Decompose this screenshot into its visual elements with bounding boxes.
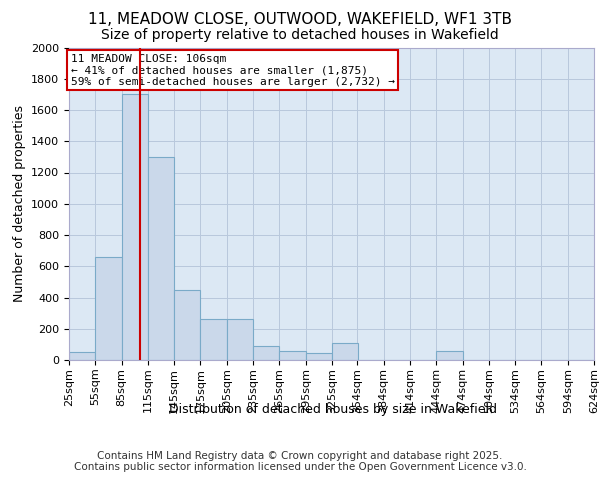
Text: 11, MEADOW CLOSE, OUTWOOD, WAKEFIELD, WF1 3TB: 11, MEADOW CLOSE, OUTWOOD, WAKEFIELD, WF… [88,12,512,28]
Bar [253,346,280,360]
Bar [95,257,122,360]
Bar [200,320,227,360]
Bar [148,157,174,360]
Bar [332,343,358,360]
Text: Distribution of detached houses by size in Wakefield: Distribution of detached houses by size … [169,402,497,415]
Text: Contains HM Land Registry data © Crown copyright and database right 2025.
Contai: Contains HM Land Registry data © Crown c… [74,451,526,472]
Y-axis label: Number of detached properties: Number of detached properties [13,106,26,302]
Bar [174,290,200,360]
Bar [436,352,463,360]
Bar [122,94,148,360]
Bar [69,352,95,360]
Bar [280,352,305,360]
Bar [227,320,253,360]
Text: 11 MEADOW CLOSE: 106sqm
← 41% of detached houses are smaller (1,875)
59% of semi: 11 MEADOW CLOSE: 106sqm ← 41% of detache… [71,54,395,87]
Bar [305,353,332,360]
Text: Size of property relative to detached houses in Wakefield: Size of property relative to detached ho… [101,28,499,42]
